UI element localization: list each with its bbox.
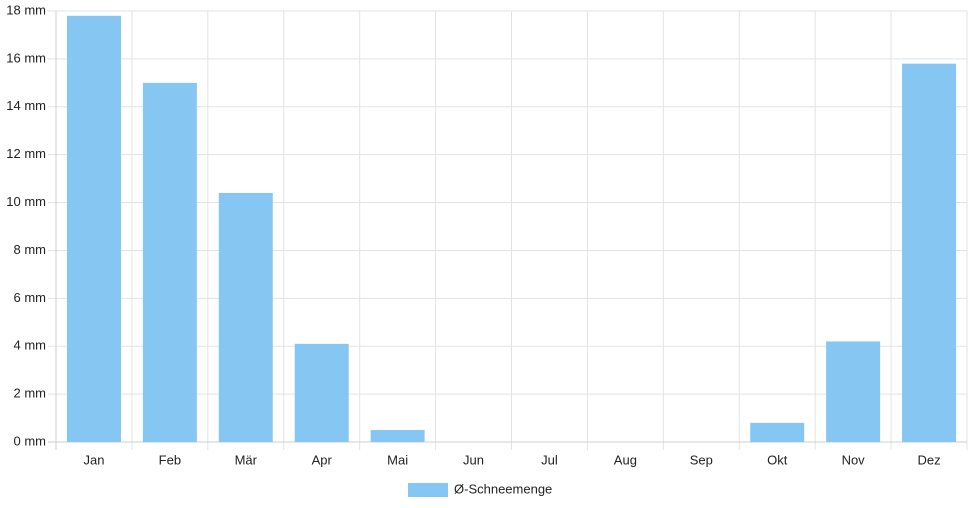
y-tick-label: 2 mm <box>14 386 47 401</box>
x-tick-label: Apr <box>312 452 333 467</box>
x-tick-label: Jun <box>463 452 484 467</box>
x-tick-label: Feb <box>159 452 181 467</box>
x-tick-label: Aug <box>614 452 637 467</box>
y-tick-label: 10 mm <box>6 194 46 209</box>
x-tick-label: Jul <box>541 452 558 467</box>
legend-label: Ø-Schneemenge <box>454 481 552 496</box>
y-tick-label: 12 mm <box>6 146 46 161</box>
x-tick-label: Mär <box>235 452 258 467</box>
y-tick-label: 6 mm <box>14 290 47 305</box>
bar <box>750 422 805 442</box>
y-tick-label: 8 mm <box>14 242 47 257</box>
bar <box>826 341 881 442</box>
bar <box>218 192 273 442</box>
y-tick-label: 0 mm <box>14 433 47 448</box>
y-tick-label: 14 mm <box>6 98 46 113</box>
bar <box>142 82 197 442</box>
x-tick-label: Jan <box>83 452 104 467</box>
x-tick-label: Dez <box>917 452 940 467</box>
bar <box>902 63 957 443</box>
y-tick-label: 18 mm <box>6 2 46 17</box>
bar <box>66 15 121 443</box>
legend-swatch <box>408 483 448 497</box>
x-tick-label: Nov <box>842 452 866 467</box>
x-tick-label: Mai <box>387 452 408 467</box>
x-tick-label: Okt <box>767 452 788 467</box>
y-tick-label: 16 mm <box>6 50 46 65</box>
bar <box>294 343 349 442</box>
bar <box>370 430 425 442</box>
y-tick-label: 4 mm <box>14 338 47 353</box>
x-tick-label: Sep <box>690 452 713 467</box>
